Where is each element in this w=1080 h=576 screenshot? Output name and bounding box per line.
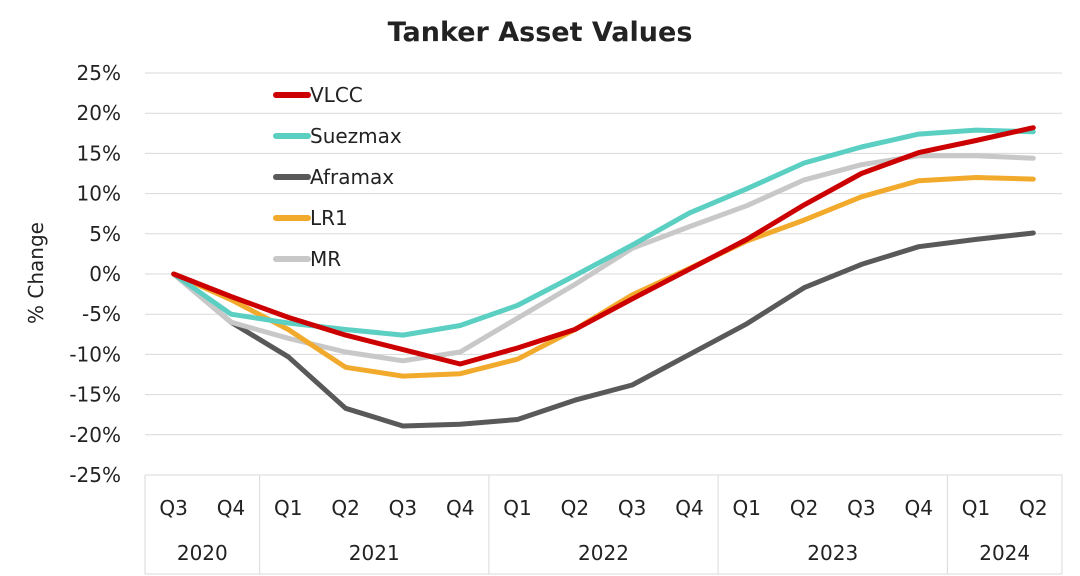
series-line-suezmax bbox=[171, 127, 1036, 338]
x-tick-label: Q2 bbox=[331, 496, 359, 520]
y-tick-label: -5% bbox=[82, 302, 121, 326]
legend-label-vlcc: VLCC bbox=[310, 83, 363, 107]
series-line-mr bbox=[171, 153, 1036, 364]
x-tick-label: Q1 bbox=[503, 496, 531, 520]
x-tick-label: Q1 bbox=[733, 496, 761, 520]
x-tick-label: Q1 bbox=[962, 496, 990, 520]
x-tick-label: Q2 bbox=[1019, 496, 1047, 520]
series-line-vlcc bbox=[171, 125, 1036, 367]
series-lines bbox=[171, 125, 1036, 429]
y-tick-label: -20% bbox=[69, 423, 121, 447]
year-label: 2020 bbox=[177, 541, 228, 565]
y-tick-labels: 25% 20% 15% 10% 5% 0% -5% -10% -15% -20% -25% bbox=[69, 61, 121, 487]
year-label: 2023 bbox=[807, 541, 858, 565]
legend-label-aframax: Aframax bbox=[310, 165, 394, 189]
x-tick-label: Q4 bbox=[675, 496, 703, 520]
year-label: 2022 bbox=[578, 541, 629, 565]
legend-label-mr: MR bbox=[310, 247, 341, 271]
x-tick-label: Q3 bbox=[159, 496, 187, 520]
y-tick-label: 25% bbox=[77, 61, 121, 85]
year-label: 2024 bbox=[979, 541, 1030, 565]
x-tick-label: Q2 bbox=[561, 496, 589, 520]
series-line-aframax bbox=[171, 230, 1036, 429]
x-tick-label: Q3 bbox=[847, 496, 875, 520]
y-tick-label: -15% bbox=[69, 383, 121, 407]
x-tick-label: Q1 bbox=[274, 496, 302, 520]
y-axis-title: % Change bbox=[24, 222, 48, 324]
y-tick-label: 10% bbox=[77, 182, 121, 206]
y-tick-label: 0% bbox=[89, 262, 121, 286]
x-tick-label: Q3 bbox=[618, 496, 646, 520]
series-line-lr1 bbox=[171, 175, 1036, 379]
legend: VLCC Suezmax Aframax LR1 MR bbox=[273, 83, 402, 271]
x-tick-label: Q4 bbox=[904, 496, 932, 520]
chart-title: Tanker Asset Values bbox=[388, 17, 693, 48]
legend-label-lr1: LR1 bbox=[310, 206, 348, 230]
y-tick-label: 15% bbox=[77, 141, 121, 165]
legend-label-suezmax: Suezmax bbox=[310, 124, 402, 148]
x-axis: Q3 Q4 Q1 Q2 Q3 Q4 Q1 Q2 Q3 Q4 Q1 Q2 Q3 Q4 Q1 Q2 2020 2021… bbox=[144, 474, 1063, 575]
x-tick-label: Q4 bbox=[217, 496, 245, 520]
y-tick-label: -25% bbox=[69, 463, 121, 487]
x-tick-label: Q4 bbox=[446, 496, 474, 520]
y-tick-label: 5% bbox=[89, 222, 121, 246]
x-tick-label: Q2 bbox=[790, 496, 818, 520]
x-tick-label: Q3 bbox=[389, 496, 417, 520]
y-tick-label: -10% bbox=[69, 342, 121, 366]
y-tick-label: 20% bbox=[77, 101, 121, 125]
year-label: 2021 bbox=[349, 541, 400, 565]
